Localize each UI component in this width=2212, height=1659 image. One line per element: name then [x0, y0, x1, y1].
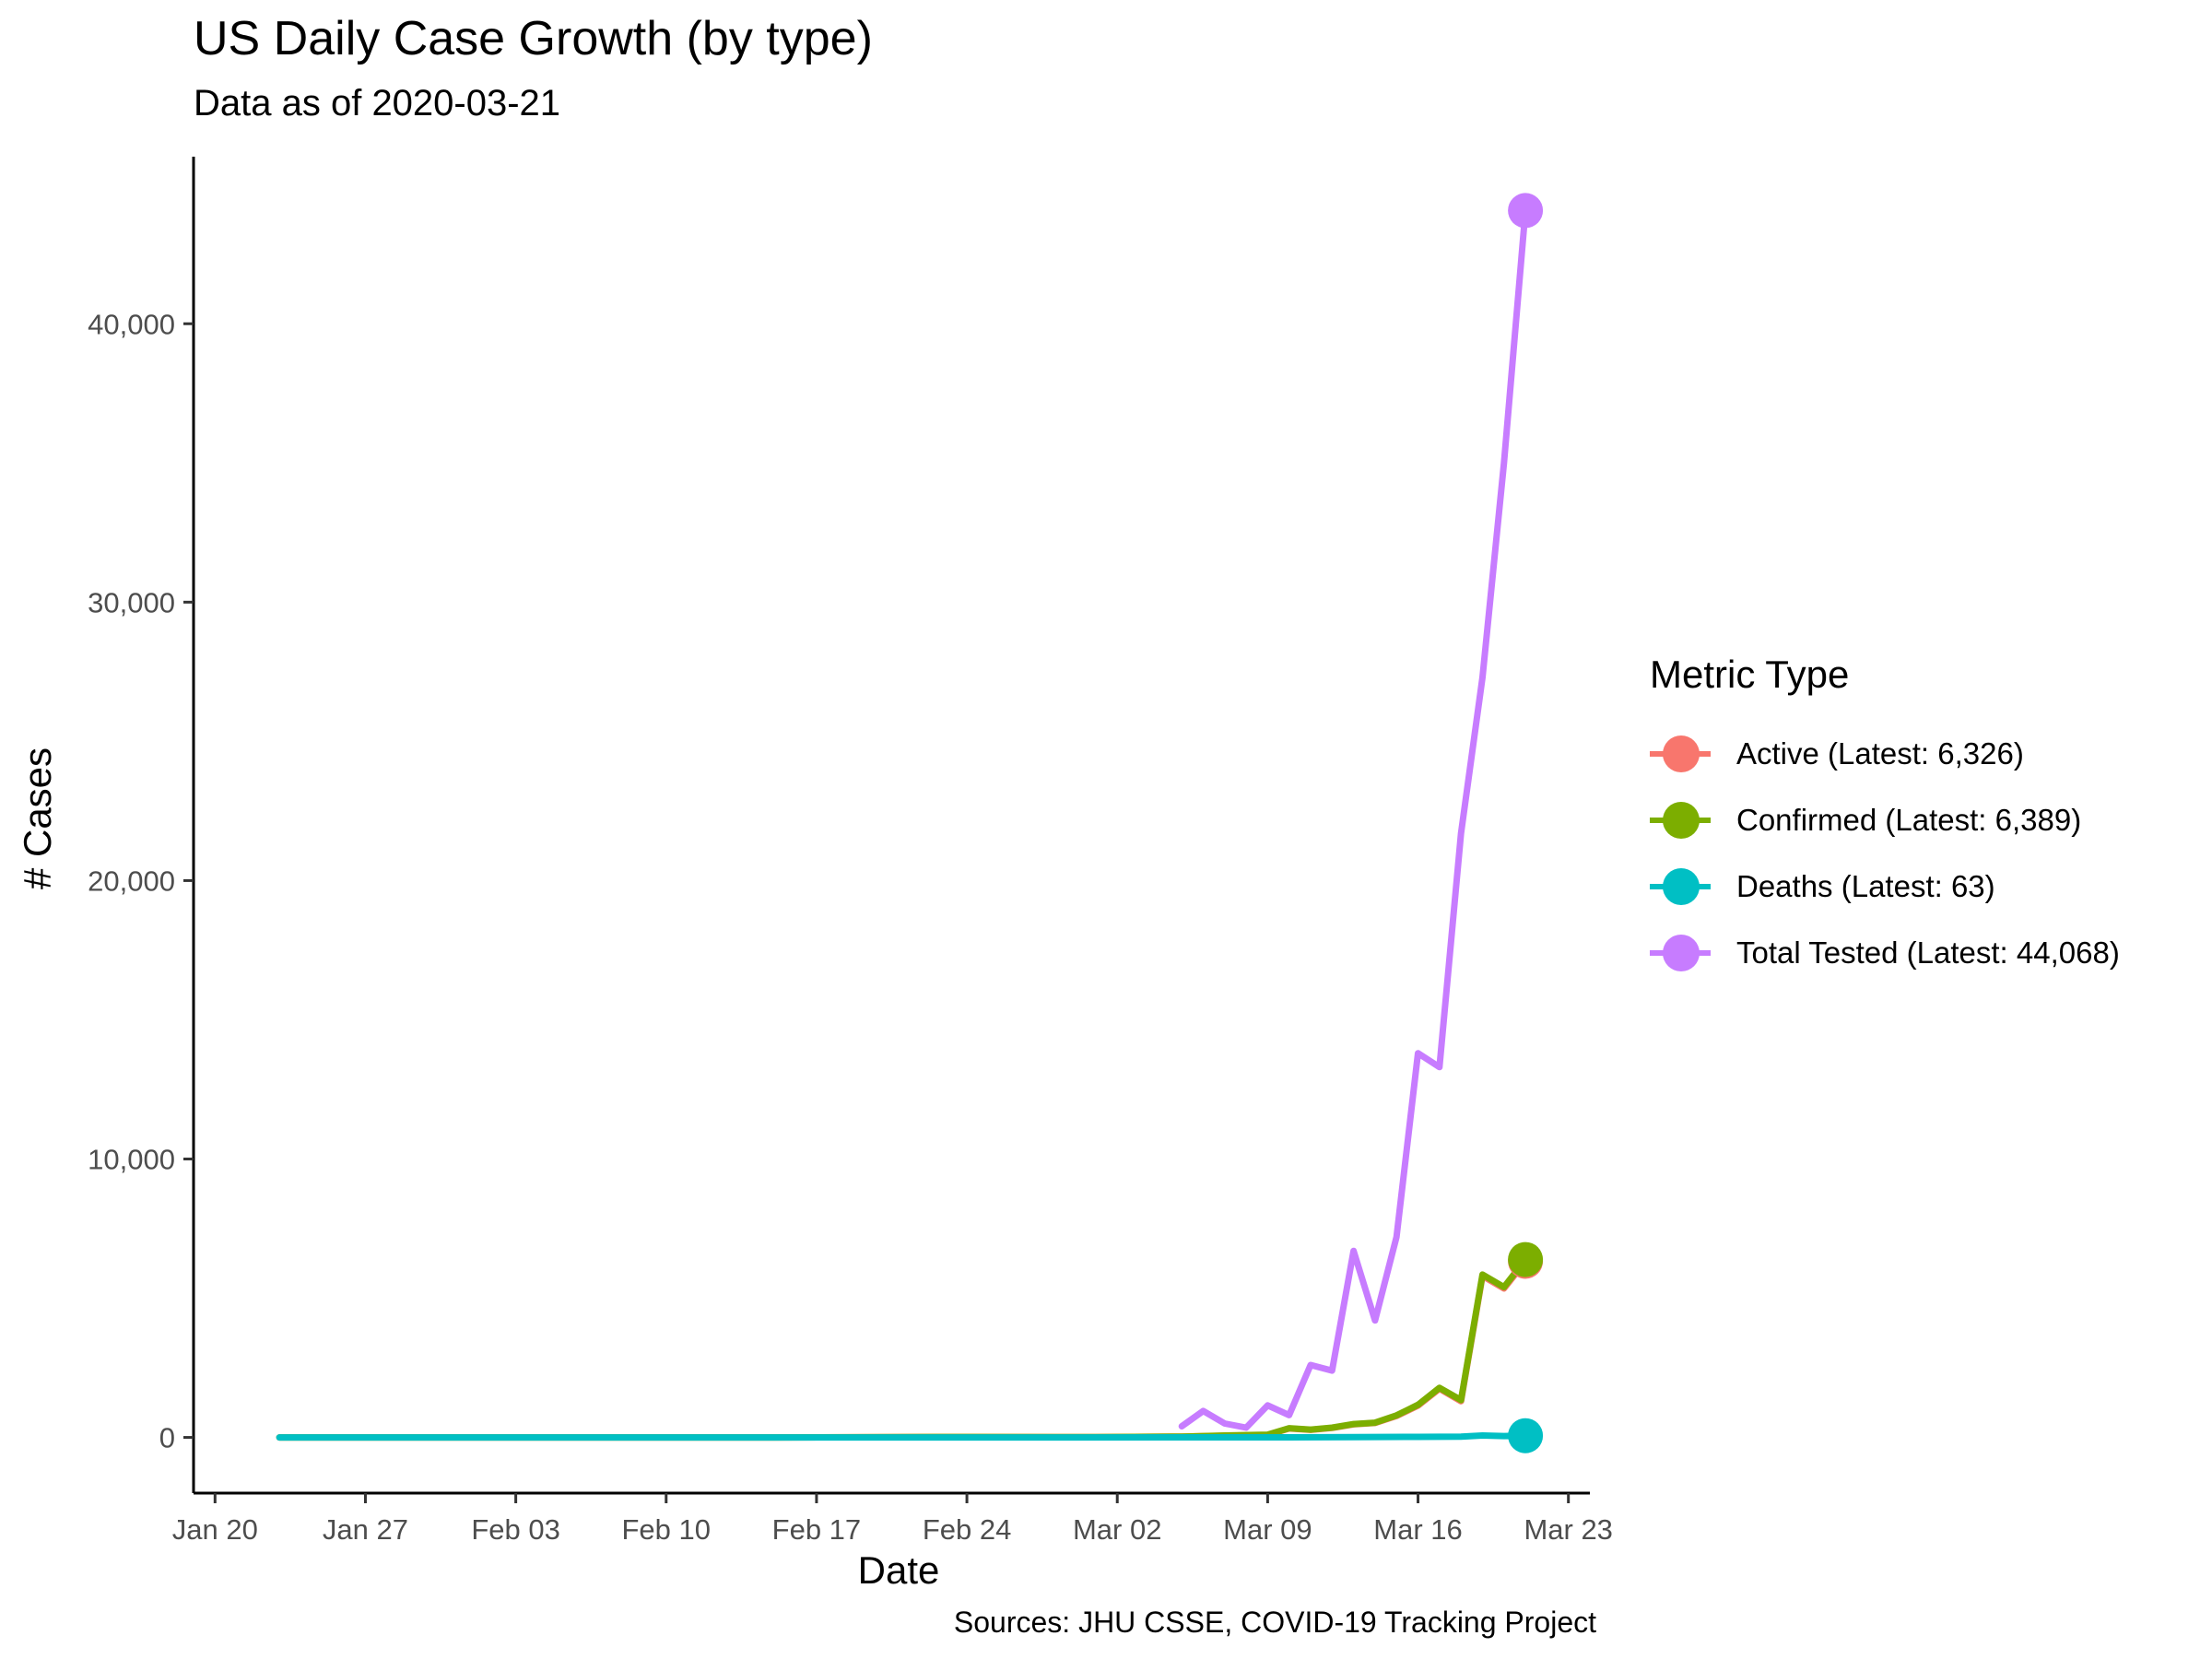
chart-title: US Daily Case Growth (by type) — [194, 12, 873, 65]
legend-item: Active (Latest: 6,326) — [1650, 721, 2120, 787]
legend-title: Metric Type — [1650, 653, 1850, 696]
x-tick-label: Mar 16 — [1373, 1513, 1462, 1546]
y-tick-label: 20,000 — [88, 865, 175, 897]
legend-key-dot — [1663, 735, 1700, 772]
legend-item: Total Tested (Latest: 44,068) — [1650, 920, 2120, 986]
legend-key — [1650, 868, 1711, 905]
legend-items: Active (Latest: 6,326) Confirmed (Latest:… — [1650, 721, 2120, 986]
series-endpoint-1 — [1508, 1241, 1544, 1277]
y-tick-label: 30,000 — [88, 586, 175, 618]
axes-layer: 0 10,000 20,000 30,000 40,000 Jan 20 Jan 27 Feb… — [88, 157, 1613, 1546]
y-tick-label: 0 — [159, 1422, 175, 1454]
series-line-3 — [1178, 206, 1529, 1431]
x-tick-label: Feb 17 — [772, 1513, 862, 1546]
x-axis-title: Date — [858, 1548, 940, 1592]
legend-label: Active (Latest: 6,326) — [1736, 736, 2024, 771]
x-tick-label: Jan 27 — [323, 1513, 408, 1546]
chart-caption: Sources: JHU CSSE, COVID-19 Tracking Pro… — [953, 1606, 1596, 1639]
series-endpoint-3 — [1508, 193, 1544, 229]
x-tick-label: Jan 20 — [172, 1513, 258, 1546]
legend-key-dot — [1663, 935, 1700, 971]
chart-subtitle: Data as of 2020-03-21 — [194, 83, 561, 124]
legend-label: Confirmed (Latest: 6,389) — [1736, 803, 2082, 837]
x-tick-label: Feb 24 — [923, 1513, 1012, 1546]
y-tick-label: 40,000 — [88, 308, 175, 340]
legend-item: Confirmed (Latest: 6,389) — [1650, 787, 2120, 853]
y-axis-title: # Cases — [16, 747, 59, 889]
legend-label: Deaths (Latest: 63) — [1736, 869, 1995, 903]
x-tick-label: Mar 02 — [1073, 1513, 1161, 1546]
x-tick-label: Mar 23 — [1524, 1513, 1612, 1546]
legend-label: Total Tested (Latest: 44,068) — [1736, 935, 2120, 970]
series-line-2 — [276, 1432, 1529, 1441]
series-endpoint-2 — [1508, 1418, 1544, 1453]
legend-key — [1650, 735, 1711, 772]
y-tick-label: 10,000 — [88, 1144, 175, 1176]
x-tick-label: Mar 09 — [1223, 1513, 1312, 1546]
legend-key — [1650, 802, 1711, 839]
legend-key-dot — [1663, 868, 1700, 905]
series-layer — [276, 193, 1544, 1453]
x-tick-label: Feb 10 — [622, 1513, 712, 1546]
legend-key-dot — [1663, 802, 1700, 839]
legend-item: Deaths (Latest: 63) — [1650, 853, 2120, 920]
x-tick-label: Feb 03 — [471, 1513, 560, 1546]
legend-key — [1650, 935, 1711, 971]
legend: Metric Type Active (Latest: 6,326) Confir… — [1650, 653, 2120, 986]
